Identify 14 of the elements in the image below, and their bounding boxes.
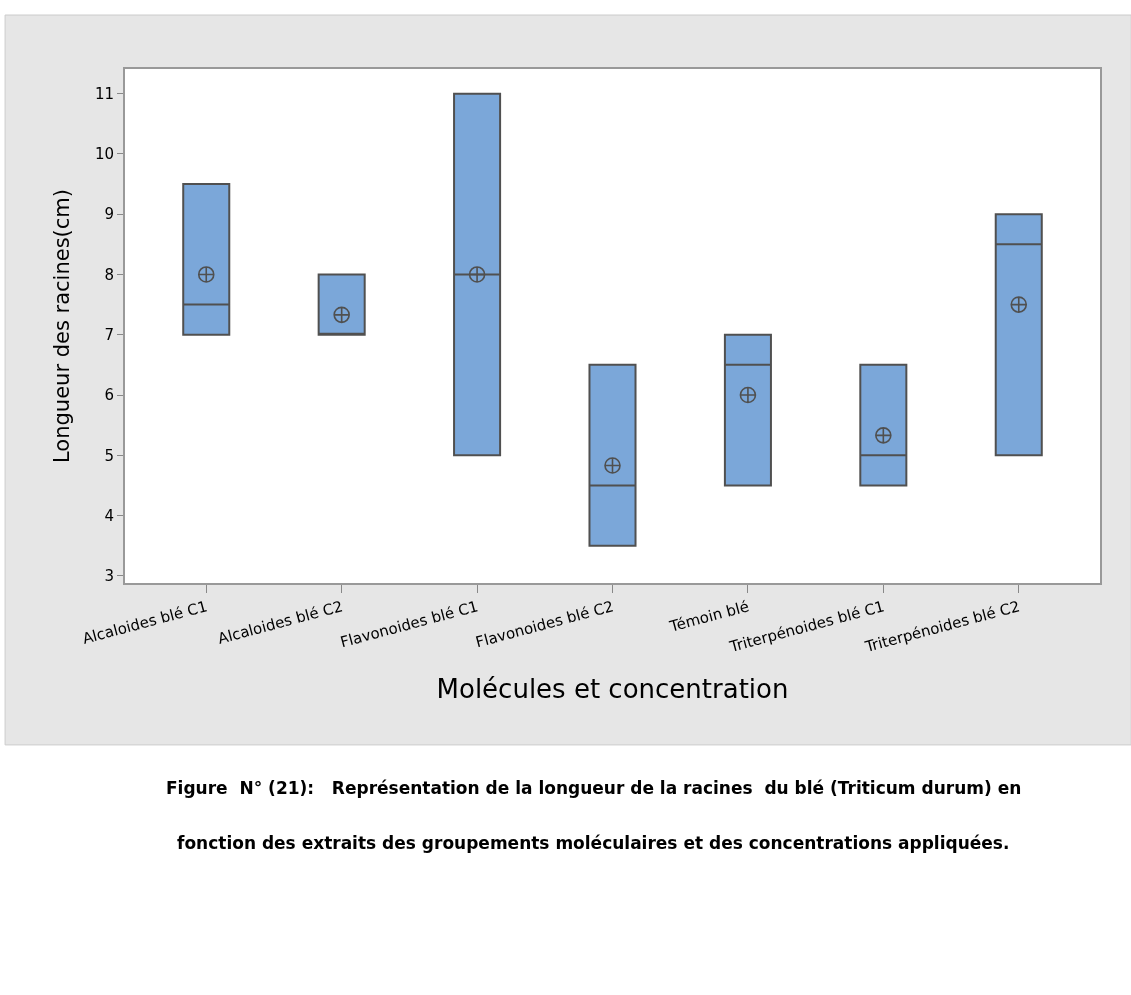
text: fonction des extraits des groupements moléculaires et des concentrations appliquées. xyxy=(177,833,1010,853)
x-tick-label: Témoin blé xyxy=(667,597,751,636)
y-tick-label: 4 xyxy=(104,506,114,525)
y-tick-label: 10 xyxy=(94,145,114,164)
y-tick-label: 6 xyxy=(104,386,114,405)
y-tick-label: 8 xyxy=(104,265,114,284)
y-tick-label: 3 xyxy=(104,567,114,586)
y-tick-label: 11 xyxy=(94,84,114,103)
x-axis-title: Molécules et concentration xyxy=(436,674,789,705)
y-tick-label: 5 xyxy=(104,446,114,465)
text: Figure N° (21): Représentation de la longueur de la racines du blé (Triticum durum) en xyxy=(166,778,1022,798)
y-tick-label: 9 xyxy=(104,205,114,224)
y-tick-label: 7 xyxy=(104,325,114,344)
y-axis-title: Longueur des racines(cm) xyxy=(49,189,74,463)
